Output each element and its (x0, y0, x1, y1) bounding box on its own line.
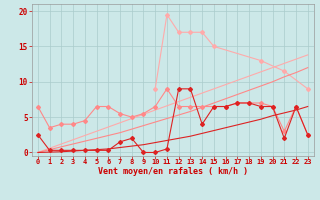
X-axis label: Vent moyen/en rafales ( km/h ): Vent moyen/en rafales ( km/h ) (98, 167, 248, 176)
